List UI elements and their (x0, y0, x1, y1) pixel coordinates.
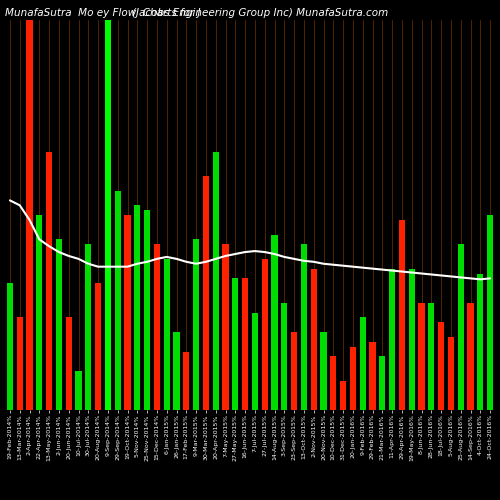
Bar (76, 371, 82, 410)
Bar (487, 215, 494, 410)
Bar (408, 268, 415, 410)
Bar (114, 190, 121, 410)
Bar (242, 278, 248, 410)
Bar (428, 303, 434, 410)
Bar (164, 259, 170, 410)
Text: (Jacobs Engineering Group Inc) MunafaSutra.com: (Jacobs Engineering Group Inc) MunafaSut… (132, 8, 388, 18)
Bar (252, 312, 258, 410)
Bar (360, 318, 366, 410)
Bar (477, 274, 484, 410)
Bar (468, 303, 473, 410)
Bar (448, 337, 454, 410)
Bar (291, 332, 298, 410)
Bar (66, 318, 72, 410)
Bar (418, 303, 424, 410)
Bar (310, 268, 317, 410)
Bar (193, 240, 200, 410)
Bar (95, 283, 102, 410)
Bar (104, 20, 111, 410)
Bar (340, 381, 346, 410)
Bar (330, 356, 336, 410)
Bar (398, 220, 405, 410)
Bar (379, 356, 386, 410)
Bar (300, 244, 307, 410)
Bar (370, 342, 376, 410)
Bar (320, 332, 326, 410)
Bar (183, 352, 190, 410)
Bar (46, 152, 52, 410)
Bar (124, 215, 130, 410)
Bar (202, 176, 209, 410)
Bar (262, 259, 268, 410)
Bar (350, 346, 356, 410)
Bar (134, 205, 140, 410)
Bar (154, 244, 160, 410)
Bar (16, 318, 23, 410)
Bar (85, 244, 91, 410)
Bar (212, 152, 219, 410)
Bar (26, 20, 32, 410)
Bar (438, 322, 444, 410)
Bar (272, 234, 278, 410)
Bar (458, 244, 464, 410)
Bar (6, 283, 13, 410)
Bar (56, 240, 62, 410)
Text: MunafaSutra  Mo ey Flow  Charts for J: MunafaSutra Mo ey Flow Charts for J (5, 8, 200, 18)
Bar (281, 303, 287, 410)
Bar (174, 332, 180, 410)
Bar (222, 244, 228, 410)
Bar (389, 268, 396, 410)
Bar (36, 215, 43, 410)
Bar (232, 278, 238, 410)
Bar (144, 210, 150, 410)
